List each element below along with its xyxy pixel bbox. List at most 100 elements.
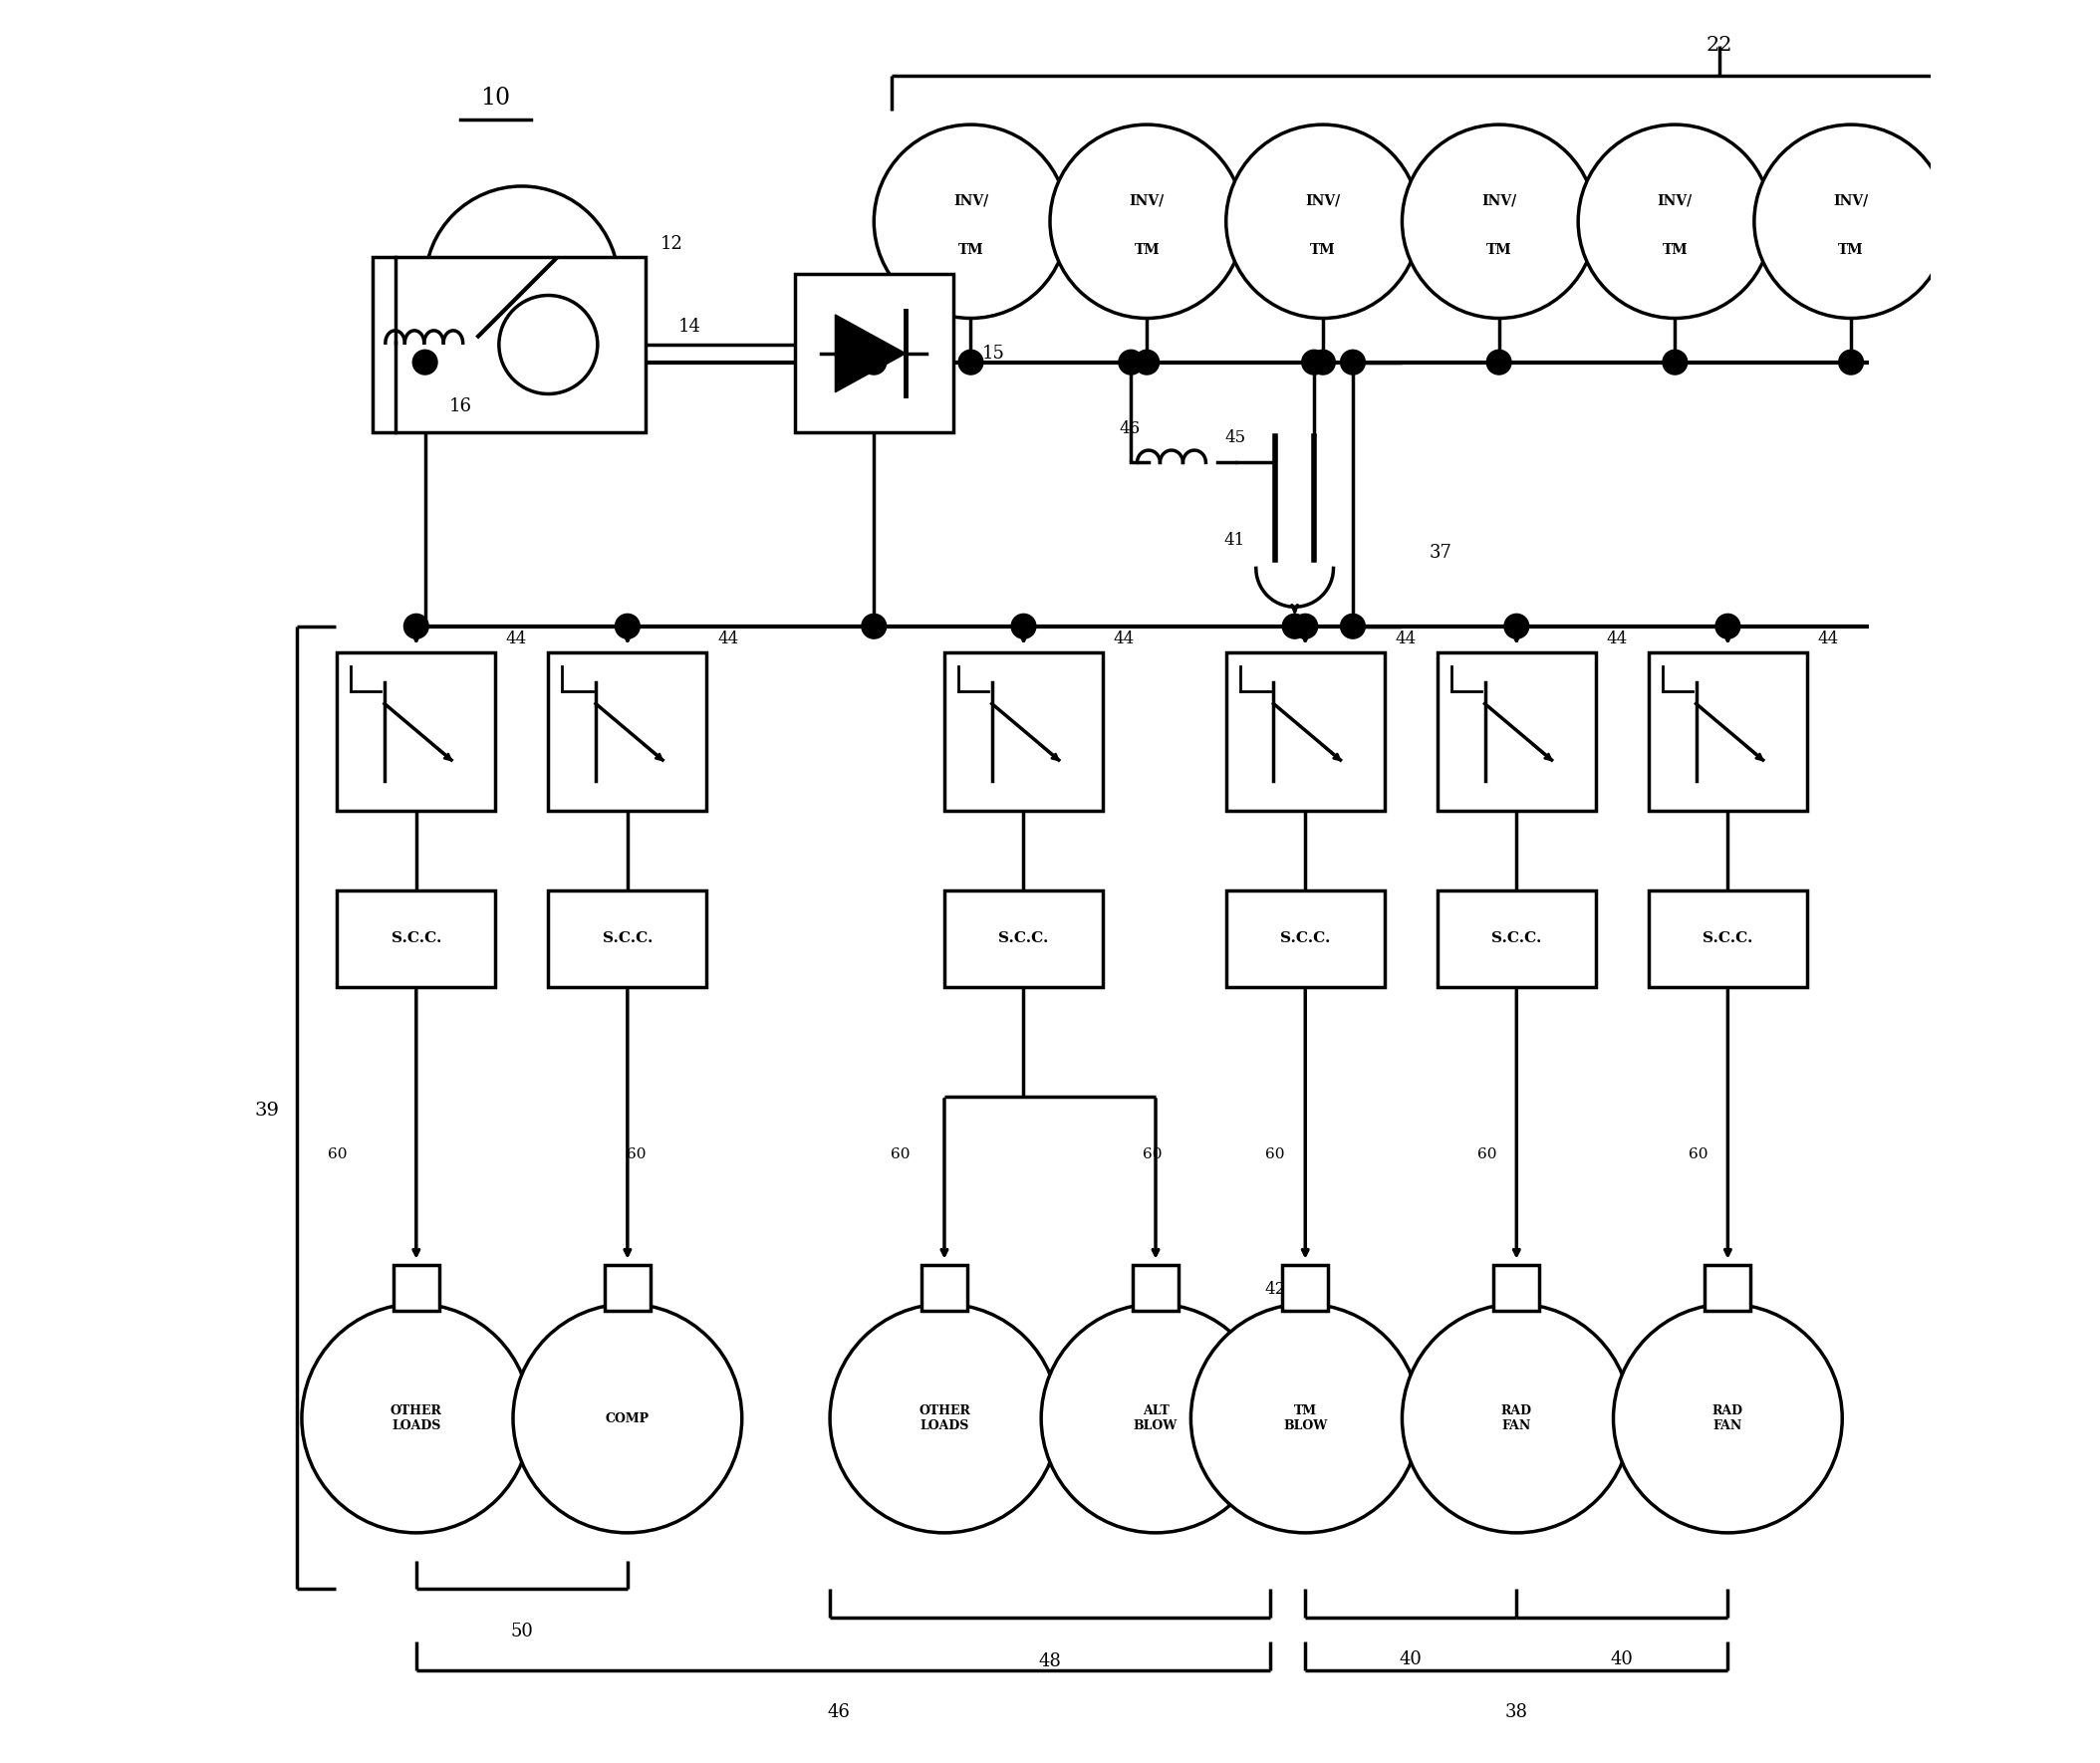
Circle shape <box>1283 614 1306 638</box>
Circle shape <box>1310 349 1336 374</box>
Bar <box>1283 1266 1327 1312</box>
Circle shape <box>1340 349 1365 374</box>
Bar <box>548 652 708 811</box>
Text: 60: 60 <box>626 1148 647 1162</box>
Bar <box>1436 652 1596 811</box>
Bar <box>945 652 1102 811</box>
Text: OTHER
LOADS: OTHER LOADS <box>391 1405 443 1432</box>
Circle shape <box>1403 1305 1632 1532</box>
Text: 44: 44 <box>1607 629 1628 647</box>
Bar <box>922 1266 968 1312</box>
Circle shape <box>1403 125 1596 319</box>
Text: RAD
FAN: RAD FAN <box>1502 1405 1533 1432</box>
Bar <box>1648 652 1806 811</box>
Circle shape <box>1012 614 1035 638</box>
Text: S.C.C.: S.C.C. <box>603 931 653 945</box>
Circle shape <box>1487 349 1512 374</box>
Circle shape <box>1119 349 1142 374</box>
Bar <box>1493 1266 1539 1312</box>
Text: 46: 46 <box>827 1703 850 1721</box>
Circle shape <box>1191 1305 1420 1532</box>
Bar <box>794 275 953 432</box>
Text: S.C.C.: S.C.C. <box>998 931 1048 945</box>
Text: ALT
BLOW: ALT BLOW <box>1134 1405 1178 1432</box>
Bar <box>605 1266 651 1312</box>
Circle shape <box>403 614 428 638</box>
Text: S.C.C.: S.C.C. <box>1281 931 1331 945</box>
Circle shape <box>1840 349 1863 374</box>
Text: 60: 60 <box>1266 1148 1285 1162</box>
Text: TM: TM <box>1134 243 1159 257</box>
Text: 44: 44 <box>1394 629 1415 647</box>
Bar <box>945 890 1102 987</box>
Text: 40: 40 <box>1399 1650 1422 1668</box>
Circle shape <box>615 614 641 638</box>
Bar <box>1705 1266 1751 1312</box>
Text: 10: 10 <box>481 86 510 109</box>
Circle shape <box>1134 349 1159 374</box>
Text: 37: 37 <box>1430 543 1453 561</box>
Circle shape <box>1613 1305 1842 1532</box>
Text: 22: 22 <box>1705 35 1732 55</box>
Circle shape <box>424 187 619 379</box>
Text: 60: 60 <box>890 1148 909 1162</box>
Circle shape <box>1302 349 1327 374</box>
Circle shape <box>1716 614 1741 638</box>
Circle shape <box>414 349 437 374</box>
Bar <box>1226 652 1384 811</box>
Bar <box>372 257 645 432</box>
Text: S.C.C.: S.C.C. <box>1491 931 1541 945</box>
Text: 14: 14 <box>678 317 701 337</box>
Circle shape <box>1042 1305 1270 1532</box>
Circle shape <box>830 1305 1058 1532</box>
Bar <box>548 890 708 987</box>
Bar <box>336 890 496 987</box>
Circle shape <box>1050 125 1243 319</box>
Text: 60: 60 <box>328 1148 347 1162</box>
Bar <box>1132 1266 1178 1312</box>
Circle shape <box>1753 125 1949 319</box>
Text: INV/: INV/ <box>1480 194 1516 208</box>
Circle shape <box>1294 614 1317 638</box>
Text: 44: 44 <box>1113 629 1134 647</box>
Circle shape <box>1226 125 1420 319</box>
Text: TM: TM <box>1838 243 1865 257</box>
Text: INV/: INV/ <box>1833 194 1869 208</box>
Circle shape <box>500 296 598 393</box>
Text: S.C.C.: S.C.C. <box>1703 931 1754 945</box>
Text: TM: TM <box>1310 243 1336 257</box>
Text: 60: 60 <box>1688 1148 1707 1162</box>
Circle shape <box>861 349 886 374</box>
Text: S.C.C.: S.C.C. <box>391 931 441 945</box>
Circle shape <box>958 349 983 374</box>
Text: 42: 42 <box>1264 1282 1285 1298</box>
Text: 38: 38 <box>1506 1703 1529 1721</box>
Text: 48: 48 <box>1040 1652 1060 1670</box>
Text: 60: 60 <box>1476 1148 1497 1162</box>
Circle shape <box>1579 125 1772 319</box>
Circle shape <box>512 1305 741 1532</box>
Text: 40: 40 <box>1611 1650 1634 1668</box>
Text: INV/: INV/ <box>1130 194 1163 208</box>
Circle shape <box>1663 349 1686 374</box>
Text: COMP: COMP <box>605 1412 649 1425</box>
Circle shape <box>874 125 1067 319</box>
Bar <box>393 1266 439 1312</box>
Text: 39: 39 <box>254 1102 279 1120</box>
Circle shape <box>1340 614 1365 638</box>
Text: INV/: INV/ <box>1306 194 1340 208</box>
Polygon shape <box>836 316 905 391</box>
Text: RAD
FAN: RAD FAN <box>1712 1405 1743 1432</box>
Circle shape <box>1504 614 1529 638</box>
Circle shape <box>302 1305 531 1532</box>
Text: 44: 44 <box>1819 629 1840 647</box>
Text: 44: 44 <box>718 629 739 647</box>
Text: TM: TM <box>1487 243 1512 257</box>
Text: OTHER
LOADS: OTHER LOADS <box>918 1405 970 1432</box>
Text: 45: 45 <box>1224 430 1245 446</box>
Text: INV/: INV/ <box>953 194 989 208</box>
Bar <box>1436 890 1596 987</box>
Circle shape <box>861 614 886 638</box>
Bar <box>1226 890 1384 987</box>
Text: INV/: INV/ <box>1657 194 1693 208</box>
